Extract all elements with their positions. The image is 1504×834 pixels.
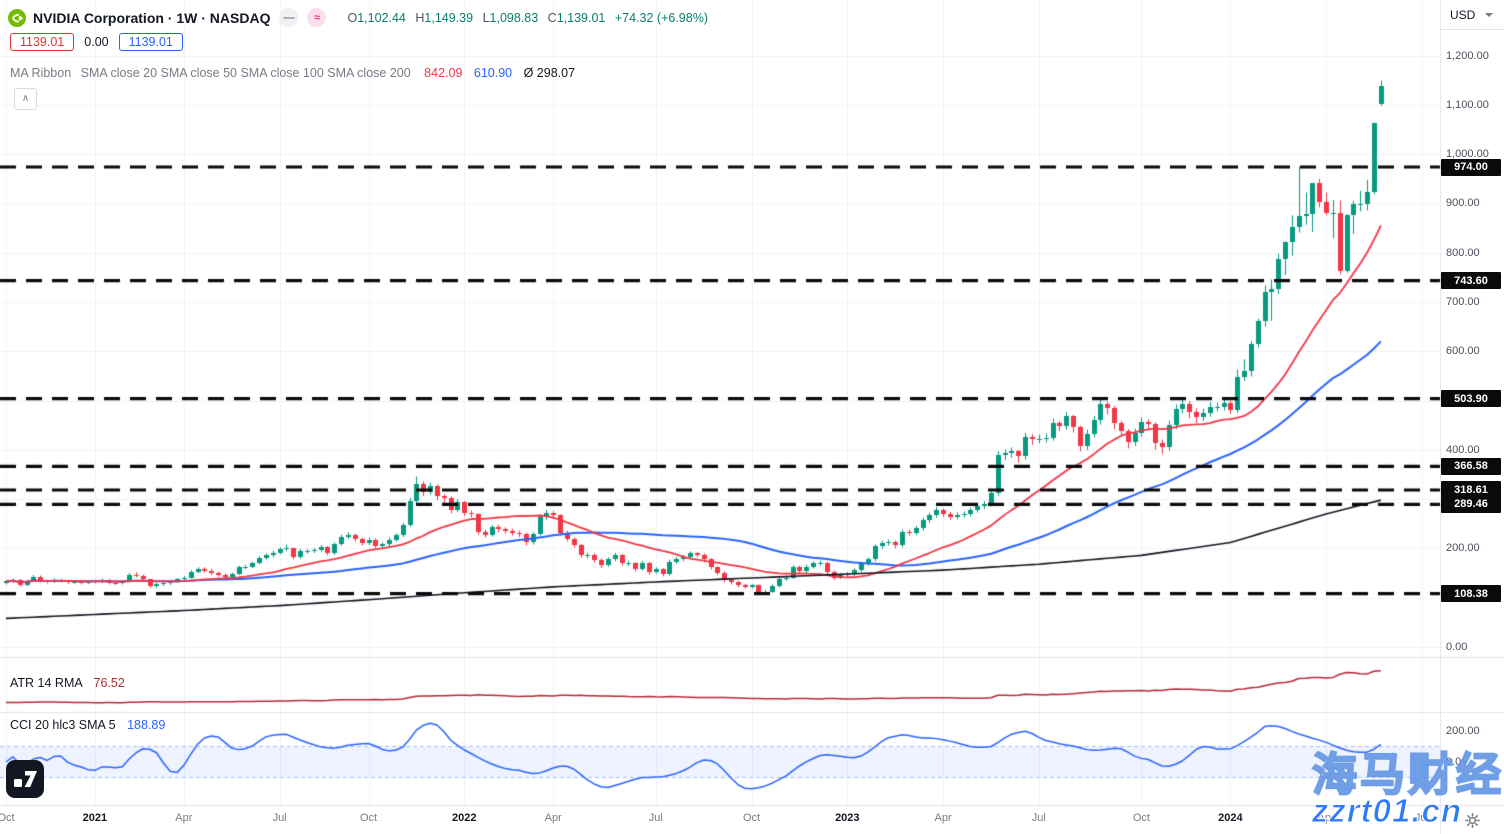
tradingview-logo[interactable] <box>6 760 44 803</box>
minus-pill-icon[interactable]: — <box>279 8 299 27</box>
minus-glyph: — <box>283 11 295 24</box>
price-labels-row: 1139.01 0.00 1139.01 <box>10 33 183 51</box>
legend-collapse-button[interactable]: ∧ <box>14 88 37 110</box>
low-value: 1,098.83 <box>489 10 539 25</box>
price-label-zero: 0.00 <box>84 35 109 49</box>
chart-legend-header: NVIDIA Corporation · 1W · NASDAQ — ≈ O1,… <box>8 8 708 27</box>
currency-selector[interactable]: USD <box>1441 0 1504 30</box>
open-value: 1,102.44 <box>357 10 406 25</box>
atr-legend[interactable]: ATR 14 RMA 76.52 <box>10 676 125 690</box>
cci-name: CCI 20 hlc3 SMA 5 <box>10 718 116 732</box>
atr-value: 76.52 <box>93 676 125 690</box>
cci-legend[interactable]: CCI 20 hlc3 SMA 5 188.89 <box>10 718 165 732</box>
price-label-blue: 1139.01 <box>118 33 183 51</box>
ma-ribbon-name: MA Ribbon <box>10 66 72 80</box>
high-value: 1,149.39 <box>424 10 474 25</box>
price-label-red: 1139.01 <box>10 33 75 51</box>
cci-value: 188.89 <box>127 718 166 732</box>
wave-pill-icon[interactable]: ≈ <box>307 8 327 27</box>
change-value: +74.32 (+6.98%) <box>614 10 708 25</box>
watermark-url-text: zzrt01.cn <box>1311 792 1462 830</box>
watermark-chinese-text: 海马财经 <box>1311 748 1504 801</box>
chevron-up-icon: ∧ <box>21 93 30 104</box>
high-label: H <box>415 10 425 25</box>
close-label: C <box>547 10 557 25</box>
currency-label: USD <box>1450 7 1476 22</box>
low-label: L <box>482 10 490 25</box>
gear-icon <box>1465 812 1480 828</box>
open-label: O <box>347 10 358 25</box>
sma20-value: 842.09 <box>424 66 463 80</box>
sma-average-value: Ø 298.07 <box>523 66 576 80</box>
symbol-title[interactable]: NVIDIA Corporation · 1W · NASDAQ <box>33 9 271 26</box>
time-axis-settings-button[interactable] <box>1441 806 1504 834</box>
ma-ribbon-params: SMA close 20 SMA close 50 SMA close 100 … <box>80 66 411 80</box>
atr-name: ATR 14 RMA <box>10 676 83 690</box>
ma-ribbon-legend[interactable]: MA Ribbon SMA close 20 SMA close 50 SMA … <box>10 66 575 80</box>
chevron-down-icon <box>1485 12 1494 17</box>
wave-glyph: ≈ <box>313 11 320 24</box>
ohlc-readout: O1,102.44 H1,149.39 L1,098.83 C1,139.01 … <box>341 11 708 25</box>
nvidia-logo-icon <box>8 8 26 27</box>
sma50-value: 610.90 <box>473 66 513 80</box>
close-value: 1,139.01 <box>556 10 606 25</box>
